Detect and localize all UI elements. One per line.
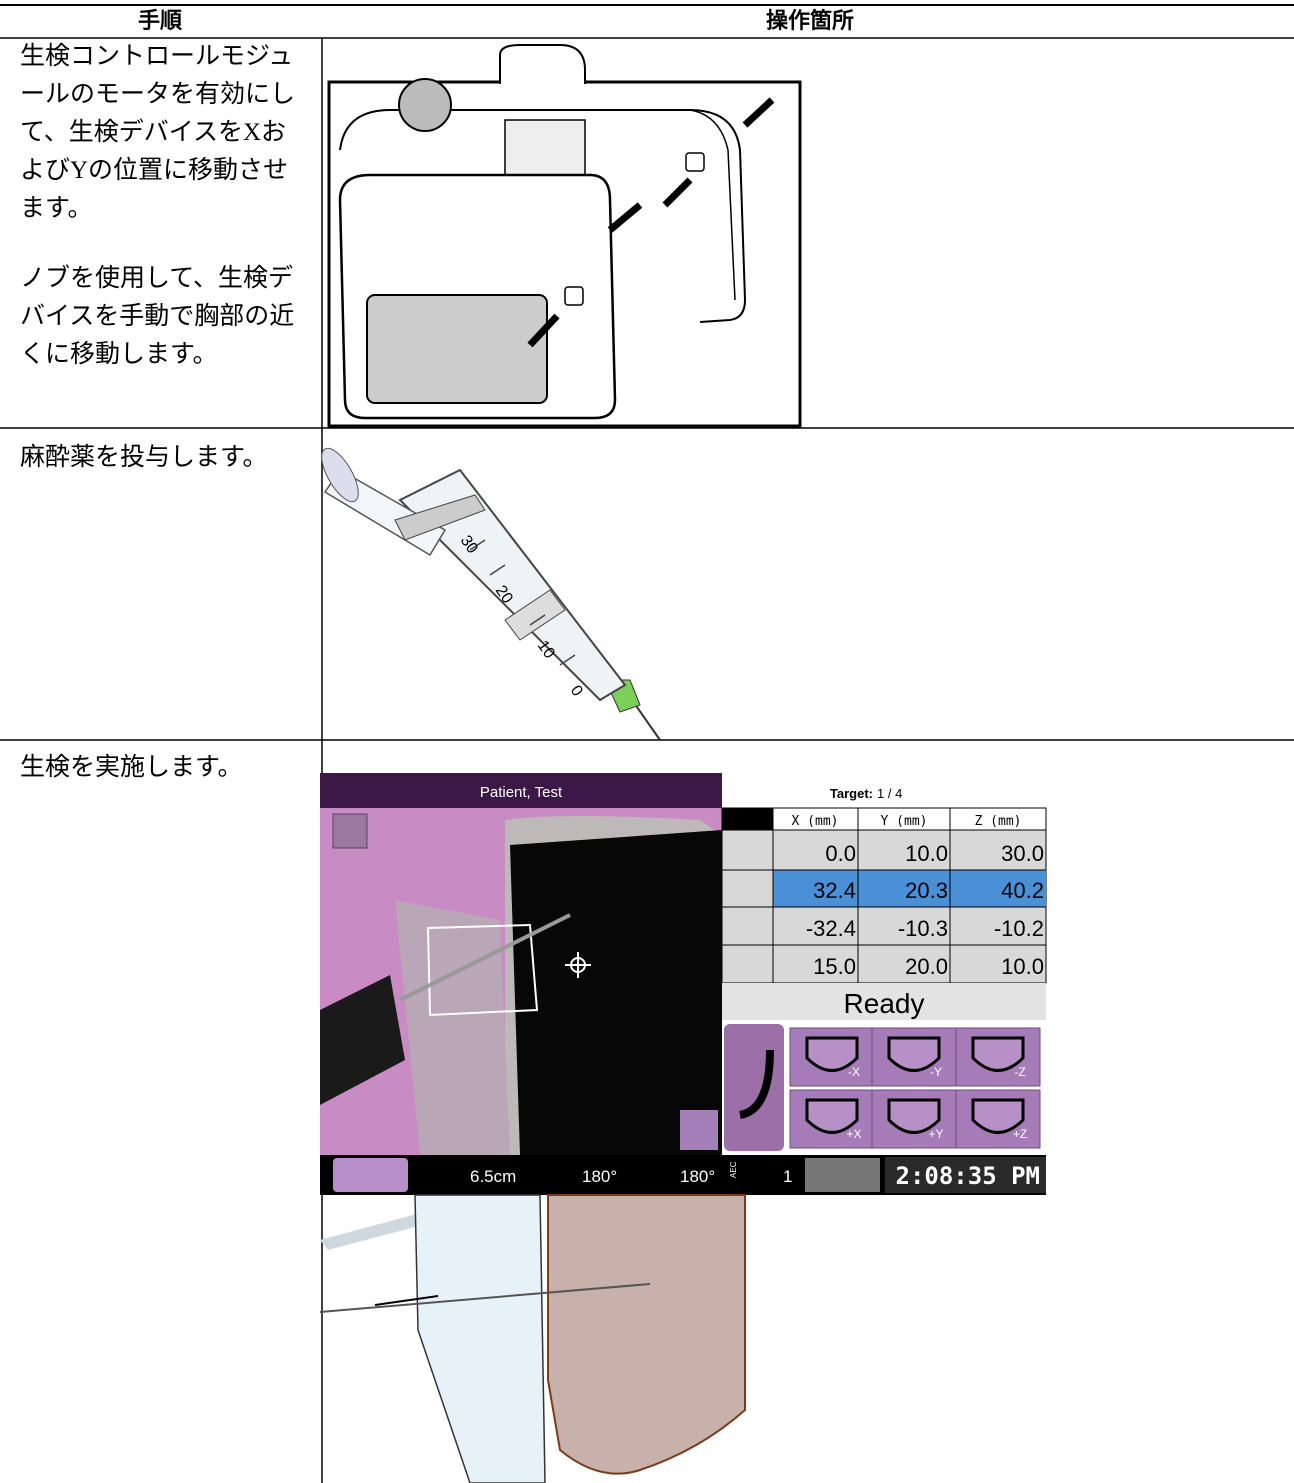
step-text: くに移動します。 <box>20 340 218 368</box>
clock: 2:08:35 PM <box>896 1162 1041 1190</box>
button-label: -Y <box>930 1065 942 1079</box>
patient-name: Patient, Test <box>480 784 563 801</box>
coordinate: 0.0 <box>825 841 856 866</box>
step-text: よびYの位置に移動させ <box>20 156 288 184</box>
aec-value: 1 <box>783 1167 792 1186</box>
coordinate: 10.0 <box>905 841 948 866</box>
step-text: バイスを手動で胸部の近 <box>20 302 294 330</box>
angle: 180° <box>680 1167 715 1186</box>
coordinate: -10.3 <box>898 916 948 941</box>
coordinate: 40.2 <box>1001 878 1044 903</box>
syringe-illustration <box>321 447 661 741</box>
coordinate: 10.0 <box>1001 954 1044 979</box>
button-label: -X <box>848 1065 860 1079</box>
column-header: Y (mm) <box>881 814 928 829</box>
coordinate: -10.2 <box>994 916 1044 941</box>
button-shield <box>805 1098 859 1134</box>
thickness: 6.5cm <box>470 1167 516 1186</box>
column-header: 手順 <box>138 8 183 33</box>
button-shield <box>971 1036 1025 1072</box>
column-header: Z (mm) <box>975 814 1022 829</box>
step-text: ノブを使用して、生検デ <box>20 264 293 292</box>
coordinate: 20.3 <box>905 878 948 903</box>
target-label: Target: <box>830 786 873 801</box>
button-label: +Y <box>928 1127 943 1141</box>
coordinate: 15.0 <box>813 954 856 979</box>
coordinate: 32.4 <box>813 878 856 903</box>
step-text: 麻酔薬を投与します。 <box>20 443 268 471</box>
button-shield <box>971 1098 1025 1134</box>
aec-label: AEC <box>729 1161 738 1178</box>
step-text: 生検コントロールモジュ <box>20 42 293 70</box>
status: Ready <box>844 988 925 1019</box>
target-value: 1 / 4 <box>877 786 902 801</box>
button-shield <box>887 1036 941 1072</box>
control-module-illustration <box>327 44 802 428</box>
button-shield <box>805 1036 859 1072</box>
step-text: ます。 <box>20 195 93 222</box>
coordinate: -32.4 <box>806 916 856 941</box>
button-label: +X <box>846 1127 861 1141</box>
angle: 180° <box>582 1167 617 1186</box>
coordinate: 20.0 <box>905 954 948 979</box>
step-text: 生検を実施します。 <box>20 753 243 781</box>
step-text: ールのモータを有効にし <box>20 80 295 108</box>
biopsy-screen <box>319 773 1047 1483</box>
button-label: +Z <box>1013 1127 1027 1141</box>
button-shield <box>887 1098 941 1134</box>
column-header: X (mm) <box>792 814 839 829</box>
coordinate: 30.0 <box>1001 841 1044 866</box>
step-text: て、生検デバイスをXお <box>20 118 286 146</box>
column-header: 操作箇所 <box>766 8 854 33</box>
button-label: -Z <box>1014 1065 1025 1079</box>
scale-label: 0 <box>567 683 586 700</box>
